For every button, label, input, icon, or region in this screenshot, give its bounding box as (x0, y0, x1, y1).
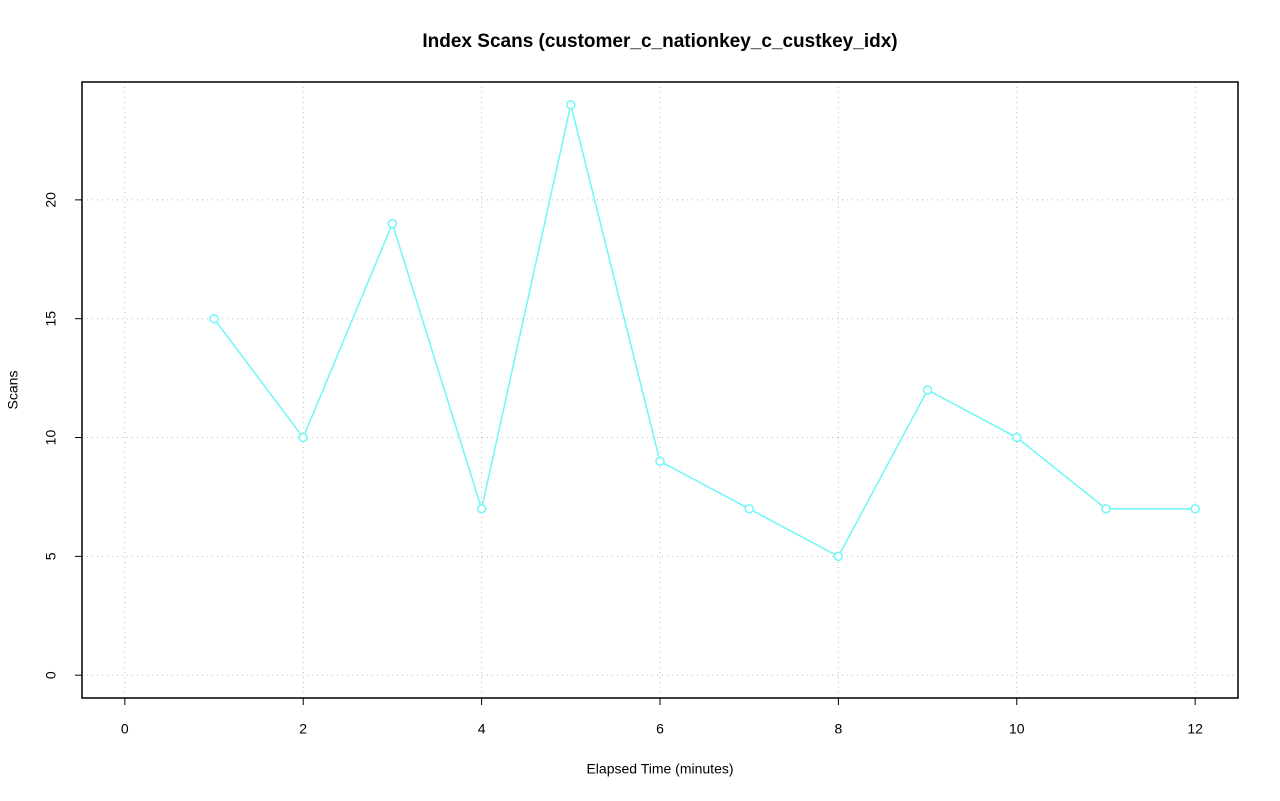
data-point (387, 218, 398, 229)
x-tick-label: 6 (656, 721, 664, 737)
data-point (655, 456, 665, 467)
y-tick-label: 0 (43, 671, 59, 679)
plot-frame (81, 81, 1239, 699)
data-point (744, 504, 754, 514)
x-tick-label: 12 (1187, 721, 1203, 737)
y-tick-label: 5 (43, 552, 59, 560)
data-point (1012, 432, 1022, 443)
data-point (833, 551, 844, 562)
y-axis-label: Scans (5, 371, 21, 410)
x-tick-label: 2 (299, 721, 307, 737)
data-point (476, 504, 487, 514)
series-line (213, 104, 1196, 558)
y-tick-label: 15 (43, 311, 59, 327)
data-point (298, 432, 308, 443)
chart-title: Index Scans (customer_c_nationkey_c_cust… (422, 31, 897, 52)
data-point (922, 385, 933, 395)
data-point (566, 100, 576, 110)
x-tick-label: 10 (1009, 721, 1025, 737)
data-point (209, 313, 219, 324)
x-axis-label: Elapsed Time (minutes) (586, 761, 733, 777)
x-tick-label: 8 (834, 721, 842, 737)
x-tick-label: 0 (121, 721, 129, 737)
data-point (1190, 504, 1200, 514)
y-tick-label: 10 (43, 430, 59, 446)
x-tick-label: 4 (478, 721, 486, 737)
data-point (1101, 504, 1111, 514)
y-tick-label: 20 (43, 192, 59, 208)
